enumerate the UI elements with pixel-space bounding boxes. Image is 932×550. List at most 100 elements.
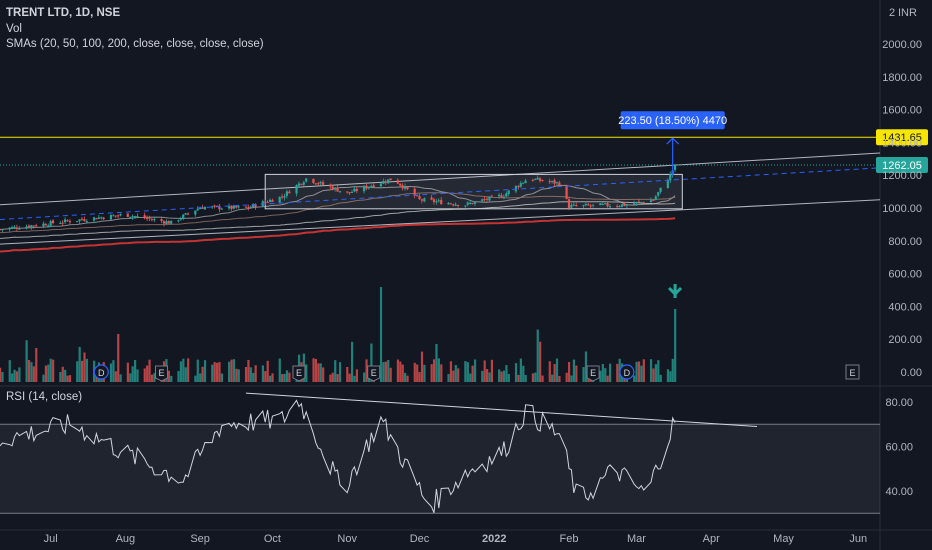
volume-bar (196, 359, 199, 382)
volume-bar (187, 358, 190, 382)
candle-body (117, 215, 120, 217)
candle-body (587, 204, 590, 206)
channel-upper-line (0, 152, 881, 206)
candle (268, 198, 272, 203)
candle-body (76, 221, 79, 223)
volume-label[interactable]: Vol (6, 22, 22, 35)
sma-label[interactable]: SMAs (20, 50, 100, 200, close, close, cl… (6, 38, 264, 50)
candle-body (80, 218, 84, 220)
candle-body (659, 187, 662, 192)
candle-body (384, 181, 387, 183)
candle-body (145, 217, 149, 219)
candle (657, 191, 660, 198)
candle (249, 205, 252, 208)
volume-bar (199, 373, 202, 382)
candle (367, 186, 370, 190)
candle (485, 196, 489, 202)
dividend-marker-icon[interactable]: D (93, 364, 109, 380)
candle-body (519, 183, 522, 187)
candle-body (531, 179, 534, 181)
volume-bar (370, 343, 373, 382)
time-tick-label: Jul (44, 533, 58, 545)
candle-body (481, 199, 484, 202)
earnings-marker-icon[interactable]: E (586, 365, 600, 382)
volume-bar (640, 365, 643, 382)
candle (13, 225, 16, 230)
volume-bar (281, 374, 284, 382)
candle (387, 179, 390, 184)
candle-body (435, 201, 438, 203)
candle (162, 219, 166, 227)
candle (117, 214, 120, 219)
price-tick-label: 200.00 (888, 334, 922, 346)
candle (83, 216, 86, 222)
candle-body (129, 216, 132, 218)
candle (109, 214, 113, 220)
candle (143, 212, 146, 220)
candle (278, 196, 281, 204)
dividend-marker-icon[interactable]: D (619, 364, 635, 380)
volume-bar (83, 352, 86, 382)
candle (623, 202, 626, 207)
volume-bar (131, 366, 134, 382)
candle (570, 203, 573, 209)
candle (406, 186, 409, 191)
symbol-title[interactable]: TRENT LTD, 1D, NSE (6, 7, 121, 19)
volume-bar (170, 375, 173, 382)
candle (49, 219, 52, 228)
candle (10, 225, 14, 230)
candle-body (575, 205, 578, 207)
candle-body (367, 186, 370, 189)
candle (25, 224, 28, 230)
volume-bar (652, 368, 655, 382)
rsi-line (0, 399, 676, 513)
candle (302, 180, 305, 187)
candle (469, 200, 472, 205)
drawings[interactable]: 223.50 (18.50%) 4470 1431.65 1262.05 D E E E E D… (0, 111, 928, 382)
candle-body (620, 204, 624, 207)
volume-bar (575, 365, 578, 382)
candle-body (194, 210, 197, 215)
candle (44, 222, 47, 226)
candle (300, 183, 303, 186)
earnings-marker-icon[interactable]: E (155, 365, 169, 382)
candle (321, 179, 325, 186)
candle-body (232, 205, 235, 209)
volume-bar (469, 373, 472, 382)
candle-body (280, 196, 284, 198)
earnings-upcoming-icon[interactable]: E (845, 364, 860, 380)
price-tick-label: 800.00 (888, 236, 922, 248)
candle (167, 220, 170, 224)
candle-body (485, 198, 489, 200)
rsi-label[interactable]: RSI (14, close) (6, 391, 83, 403)
candle-body (632, 203, 636, 205)
candle-body (536, 177, 539, 180)
candle-body (44, 223, 47, 226)
candle (591, 204, 595, 208)
candle-body (235, 205, 238, 208)
candle (92, 216, 96, 223)
sma-50-line (0, 192, 676, 234)
earnings-marker-icon[interactable]: E (292, 365, 306, 382)
volume-bar (249, 367, 252, 382)
price-tick-label: 600.00 (888, 269, 922, 281)
candle (355, 186, 358, 194)
candle (186, 212, 190, 216)
volume-bar (30, 362, 33, 382)
candle-body (584, 203, 587, 206)
candle-body (582, 205, 585, 207)
earnings-marker-icon[interactable]: E (367, 365, 381, 382)
volume-bar (109, 363, 113, 382)
volume-bar (201, 366, 204, 382)
volume-bar (635, 361, 638, 382)
candle (247, 204, 250, 211)
candle (632, 200, 636, 205)
candle-body (469, 202, 472, 204)
candle-body (640, 201, 643, 203)
candle (490, 194, 493, 197)
candle (432, 197, 436, 205)
candle-body (350, 192, 354, 194)
candle-body (589, 205, 592, 207)
volume-bar (146, 365, 149, 382)
